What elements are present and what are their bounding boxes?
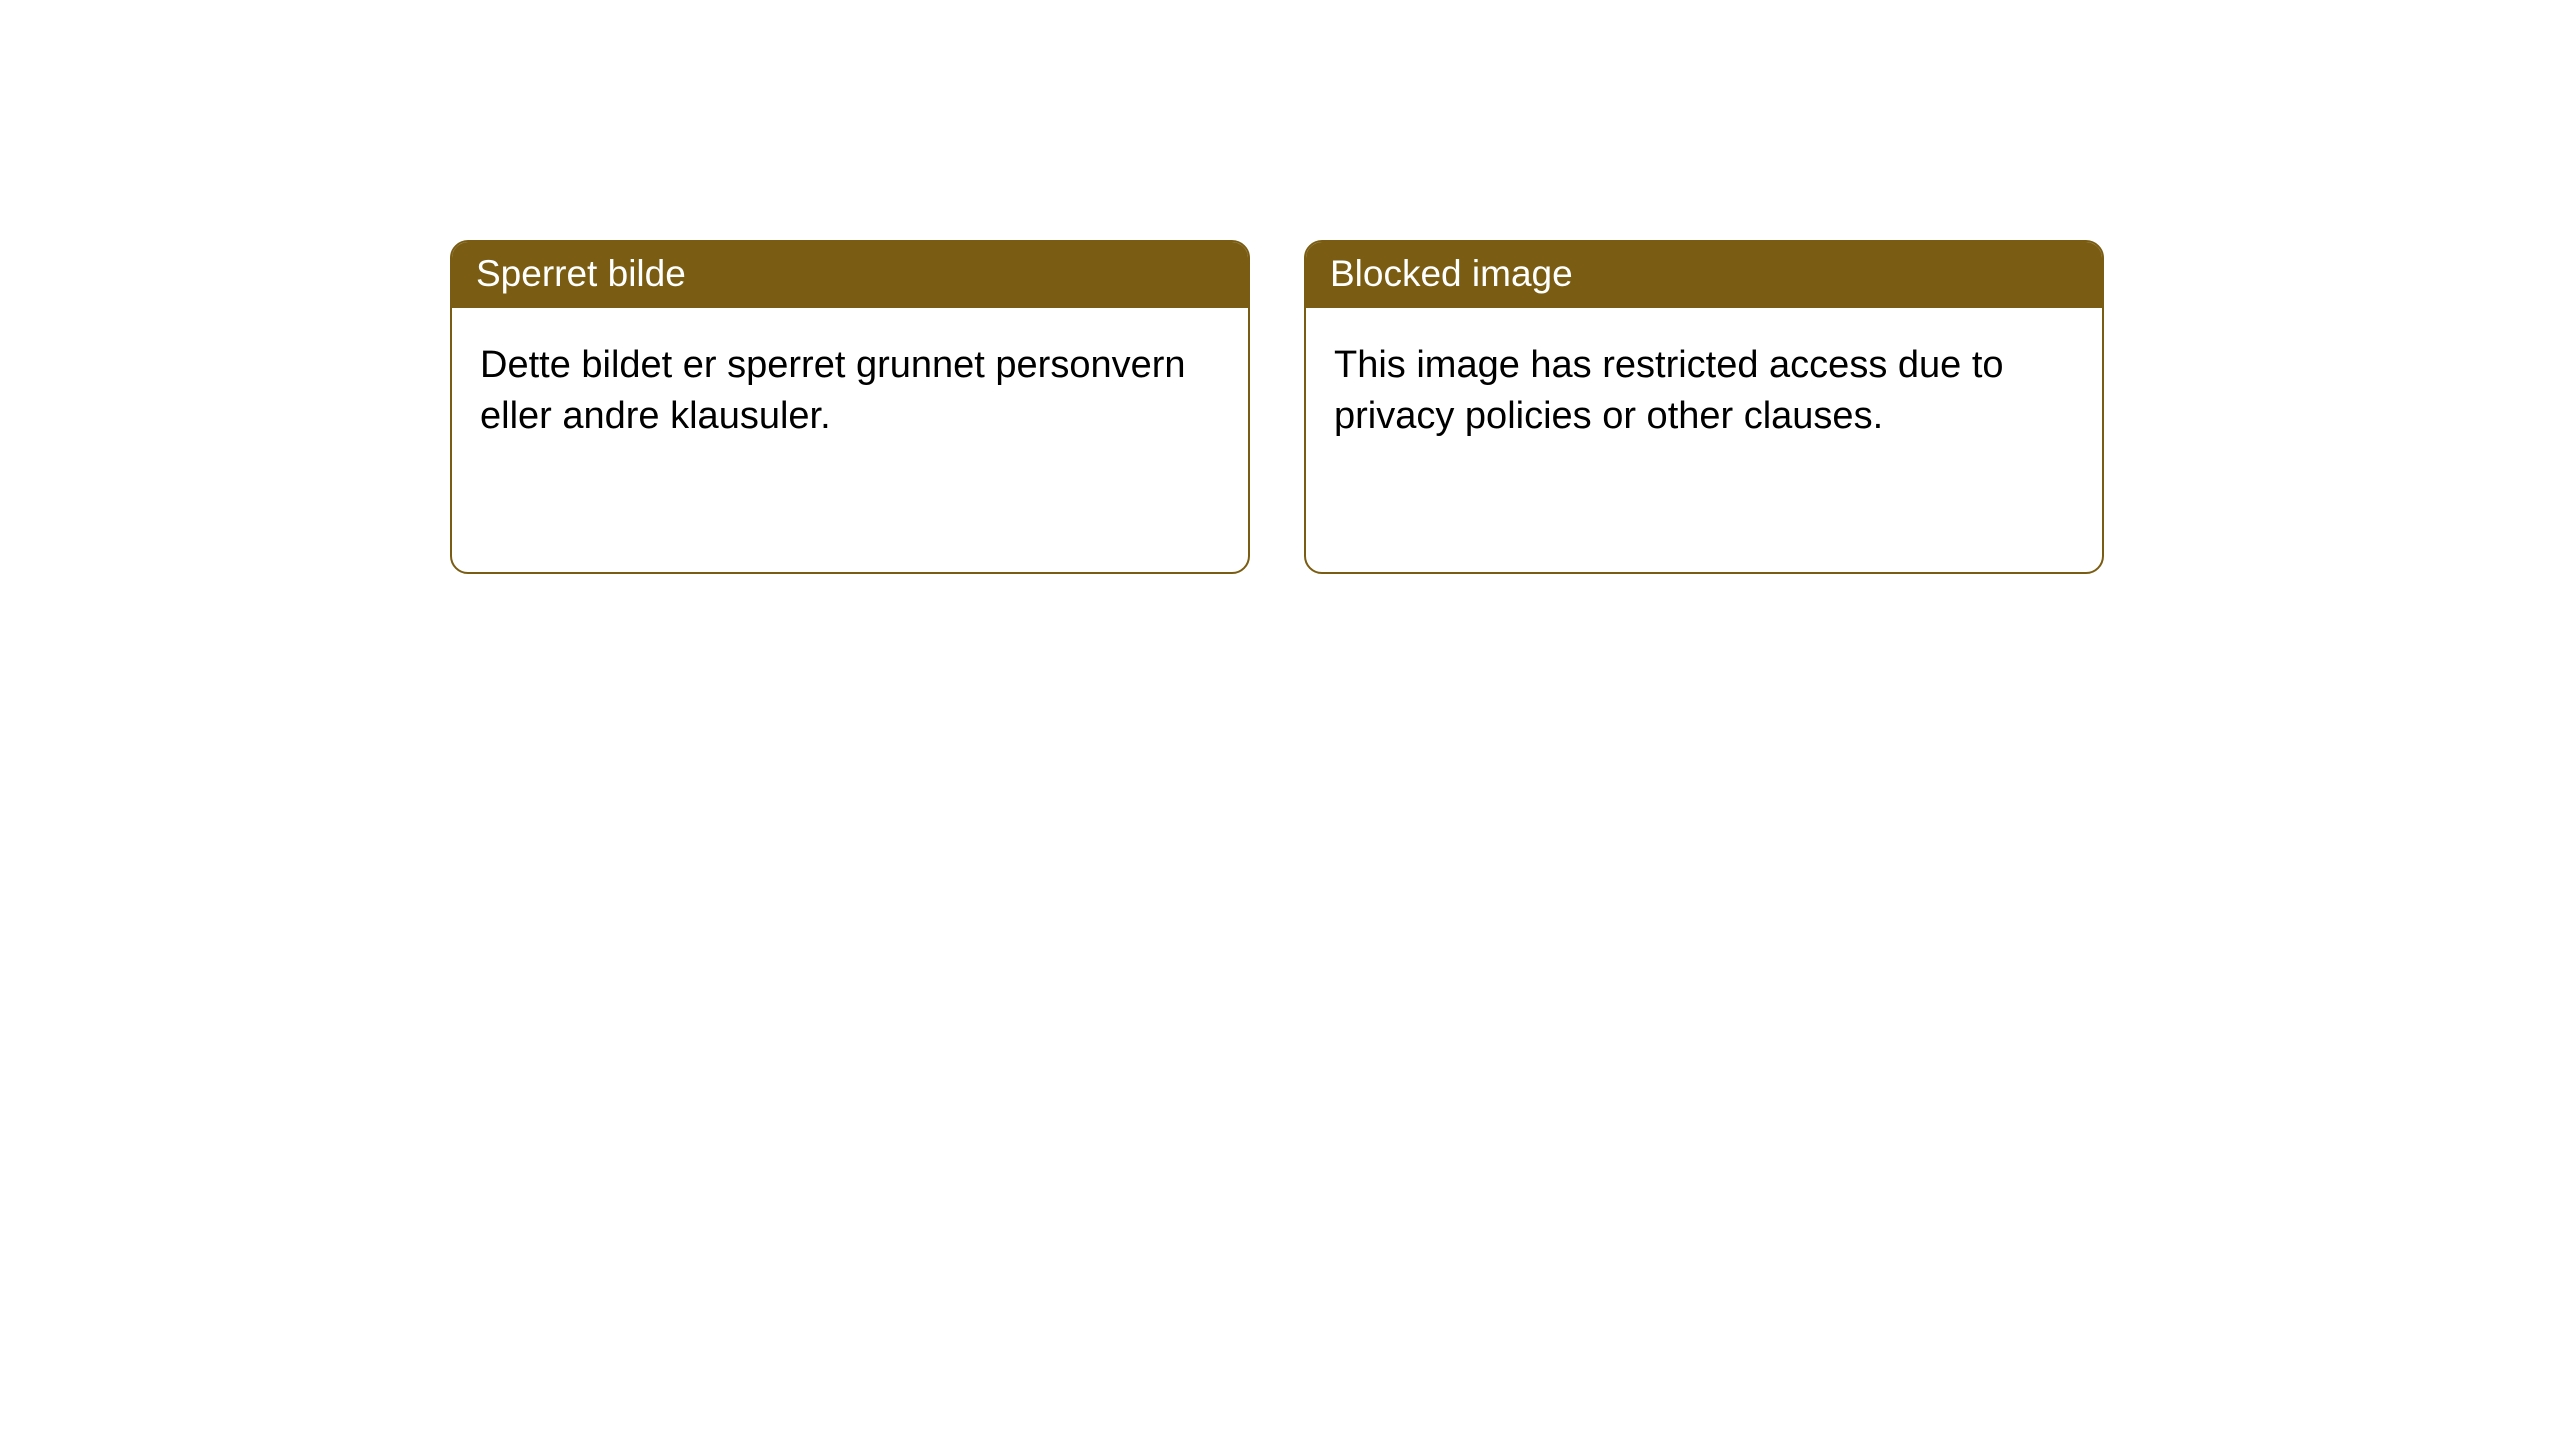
notice-body: This image has restricted access due to … <box>1306 308 2102 475</box>
notice-card-norwegian: Sperret bilde Dette bildet er sperret gr… <box>450 240 1250 574</box>
notice-header: Blocked image <box>1306 242 2102 308</box>
notice-header: Sperret bilde <box>452 242 1248 308</box>
notice-container: Sperret bilde Dette bildet er sperret gr… <box>0 0 2560 574</box>
notice-card-english: Blocked image This image has restricted … <box>1304 240 2104 574</box>
notice-body: Dette bildet er sperret grunnet personve… <box>452 308 1248 475</box>
